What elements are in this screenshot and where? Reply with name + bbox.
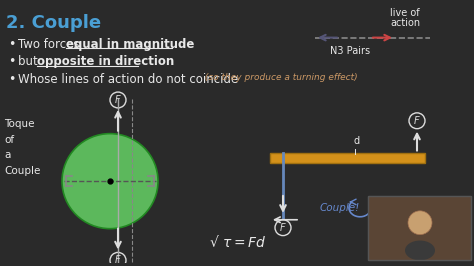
Text: but: but (18, 55, 42, 68)
Circle shape (408, 211, 432, 235)
Text: F: F (414, 116, 420, 126)
Text: (so they produce a turning effect): (so they produce a turning effect) (202, 73, 357, 82)
Text: Whose lines of action do not coincide: Whose lines of action do not coincide (18, 73, 238, 86)
Circle shape (62, 134, 158, 229)
Text: Couple!: Couple! (320, 203, 360, 213)
Bar (270, 153, 425, 163)
Text: of: of (4, 135, 14, 145)
Text: •: • (8, 55, 15, 68)
Text: opposite in direction: opposite in direction (37, 55, 174, 68)
Text: •: • (8, 73, 15, 86)
Text: live of: live of (390, 8, 419, 18)
Text: $\tau = Fd$: $\tau = Fd$ (222, 235, 266, 250)
Text: Couple: Couple (4, 166, 40, 176)
Text: N3 Pairs: N3 Pairs (330, 45, 370, 56)
Text: F: F (280, 223, 286, 233)
Text: F: F (115, 255, 121, 265)
Text: √: √ (210, 236, 219, 250)
Ellipse shape (405, 240, 435, 260)
Text: Toque: Toque (4, 119, 35, 129)
Text: •: • (8, 38, 15, 51)
Text: equal in magnitude: equal in magnitude (66, 38, 194, 51)
Bar (368, 196, 471, 260)
Text: a: a (4, 151, 10, 160)
Text: F: F (115, 95, 121, 105)
Text: action: action (390, 18, 420, 28)
Text: 2. Couple: 2. Couple (6, 14, 101, 32)
Text: Two forces: Two forces (18, 38, 83, 51)
Bar (368, 196, 471, 260)
Text: d: d (354, 135, 360, 146)
